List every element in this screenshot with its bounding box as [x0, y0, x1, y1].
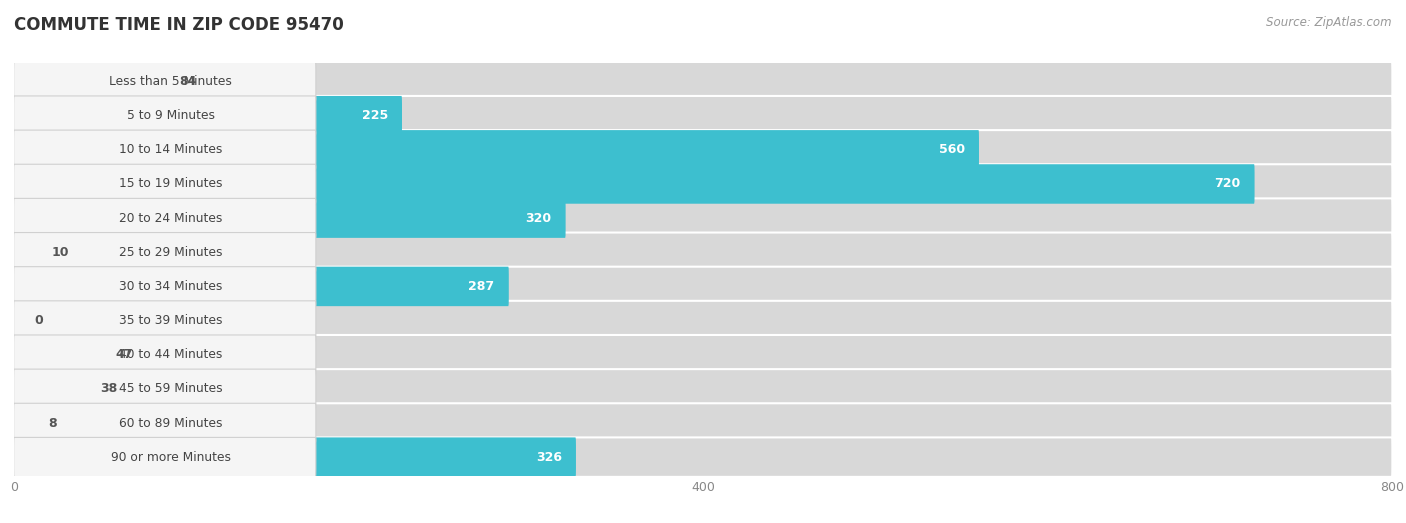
- Text: 40 to 44 Minutes: 40 to 44 Minutes: [120, 348, 222, 361]
- FancyBboxPatch shape: [14, 164, 1254, 204]
- Text: 35 to 39 Minutes: 35 to 39 Minutes: [120, 314, 222, 327]
- FancyBboxPatch shape: [14, 338, 1392, 372]
- Text: COMMUTE TIME IN ZIP CODE 95470: COMMUTE TIME IN ZIP CODE 95470: [14, 16, 344, 33]
- FancyBboxPatch shape: [14, 437, 316, 477]
- Text: 10: 10: [52, 246, 69, 259]
- Text: 15 to 19 Minutes: 15 to 19 Minutes: [120, 177, 222, 190]
- FancyBboxPatch shape: [14, 267, 509, 306]
- FancyBboxPatch shape: [14, 267, 316, 306]
- FancyBboxPatch shape: [14, 96, 402, 135]
- FancyBboxPatch shape: [14, 164, 316, 204]
- FancyBboxPatch shape: [14, 369, 1392, 408]
- FancyBboxPatch shape: [14, 301, 1392, 340]
- Text: Source: ZipAtlas.com: Source: ZipAtlas.com: [1267, 16, 1392, 29]
- FancyBboxPatch shape: [14, 167, 1392, 201]
- FancyBboxPatch shape: [14, 335, 316, 374]
- FancyBboxPatch shape: [14, 235, 1392, 269]
- FancyBboxPatch shape: [14, 130, 316, 169]
- FancyBboxPatch shape: [14, 437, 1392, 477]
- Text: 326: 326: [536, 451, 562, 464]
- Text: 38: 38: [100, 382, 118, 395]
- FancyBboxPatch shape: [14, 233, 32, 272]
- FancyBboxPatch shape: [14, 403, 316, 443]
- Text: 90 or more Minutes: 90 or more Minutes: [111, 451, 231, 464]
- Text: 0: 0: [35, 314, 44, 327]
- FancyBboxPatch shape: [14, 62, 1392, 101]
- FancyBboxPatch shape: [14, 406, 1392, 440]
- FancyBboxPatch shape: [14, 369, 316, 408]
- Text: 225: 225: [361, 109, 388, 122]
- FancyBboxPatch shape: [14, 130, 979, 169]
- FancyBboxPatch shape: [14, 369, 80, 408]
- FancyBboxPatch shape: [14, 335, 96, 374]
- Text: 10 to 14 Minutes: 10 to 14 Minutes: [120, 143, 222, 156]
- Text: 25 to 29 Minutes: 25 to 29 Minutes: [120, 246, 222, 259]
- FancyBboxPatch shape: [14, 130, 1392, 169]
- Text: 60 to 89 Minutes: 60 to 89 Minutes: [120, 416, 222, 429]
- Text: 560: 560: [939, 143, 965, 156]
- FancyBboxPatch shape: [14, 440, 1392, 474]
- FancyBboxPatch shape: [14, 198, 565, 238]
- Text: 47: 47: [115, 348, 134, 361]
- FancyBboxPatch shape: [14, 269, 1392, 303]
- FancyBboxPatch shape: [14, 335, 1392, 374]
- FancyBboxPatch shape: [14, 372, 1392, 406]
- Text: 287: 287: [468, 280, 495, 293]
- FancyBboxPatch shape: [14, 437, 576, 477]
- FancyBboxPatch shape: [14, 62, 159, 101]
- FancyBboxPatch shape: [14, 62, 316, 101]
- FancyBboxPatch shape: [14, 201, 1392, 235]
- Text: 5 to 9 Minutes: 5 to 9 Minutes: [127, 109, 215, 122]
- FancyBboxPatch shape: [14, 96, 1392, 135]
- FancyBboxPatch shape: [14, 198, 1392, 238]
- FancyBboxPatch shape: [14, 403, 28, 443]
- FancyBboxPatch shape: [14, 198, 316, 238]
- FancyBboxPatch shape: [14, 267, 1392, 306]
- FancyBboxPatch shape: [14, 403, 1392, 443]
- FancyBboxPatch shape: [14, 64, 1392, 99]
- FancyBboxPatch shape: [14, 233, 316, 272]
- Text: 84: 84: [180, 75, 197, 88]
- FancyBboxPatch shape: [14, 133, 1392, 167]
- FancyBboxPatch shape: [14, 96, 316, 135]
- Text: 30 to 34 Minutes: 30 to 34 Minutes: [120, 280, 222, 293]
- FancyBboxPatch shape: [14, 303, 1392, 338]
- Text: 45 to 59 Minutes: 45 to 59 Minutes: [120, 382, 222, 395]
- Text: Less than 5 Minutes: Less than 5 Minutes: [110, 75, 232, 88]
- FancyBboxPatch shape: [14, 99, 1392, 133]
- Text: 720: 720: [1215, 177, 1240, 190]
- Text: 8: 8: [48, 416, 58, 429]
- FancyBboxPatch shape: [14, 164, 1392, 204]
- FancyBboxPatch shape: [14, 233, 1392, 272]
- FancyBboxPatch shape: [14, 301, 316, 340]
- Text: 20 to 24 Minutes: 20 to 24 Minutes: [120, 212, 222, 224]
- Text: 320: 320: [526, 212, 551, 224]
